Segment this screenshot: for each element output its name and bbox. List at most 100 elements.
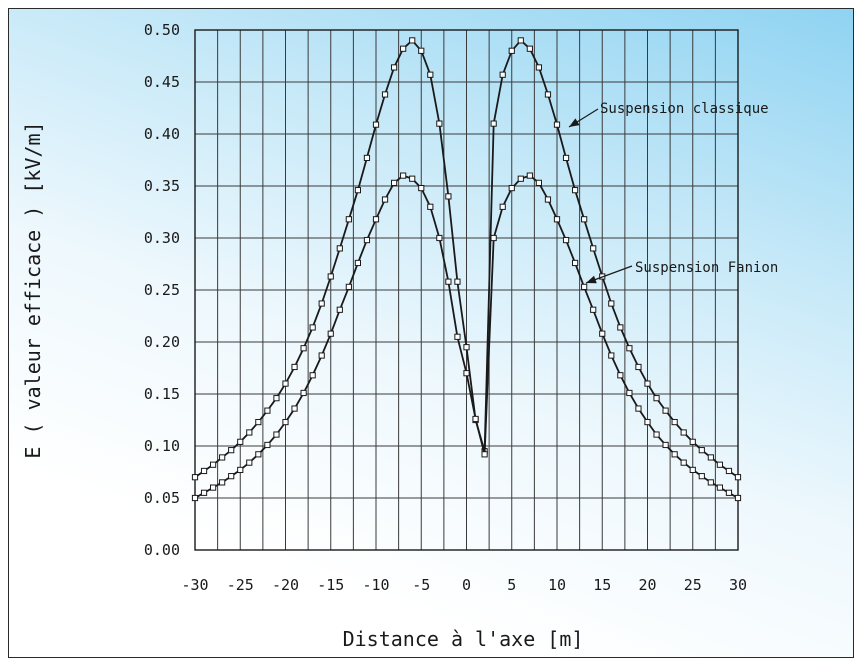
data-point (200, 489, 208, 496)
data-point (544, 196, 552, 203)
data-point (318, 300, 325, 307)
data-point (617, 372, 624, 379)
x-tick-label: 0 (462, 576, 471, 594)
data-point (273, 395, 280, 402)
data-point (463, 370, 470, 377)
data-point (246, 429, 253, 436)
plot-border (194, 29, 739, 551)
series-layer (191, 37, 742, 502)
data-point (210, 461, 217, 468)
data-point (553, 216, 561, 223)
data-point (363, 154, 371, 162)
data-point (191, 494, 199, 502)
data-point (635, 405, 642, 412)
data-point (445, 193, 452, 200)
y-tick-label: 0.10 (144, 437, 180, 455)
x-tick-label: -20 (272, 576, 299, 594)
data-point (255, 451, 262, 458)
data-point (653, 395, 660, 402)
data-point (572, 187, 579, 194)
data-point (282, 380, 289, 387)
data-point (689, 438, 696, 445)
x-tick-label: 25 (684, 576, 702, 594)
data-point (725, 489, 733, 496)
data-point (255, 418, 262, 426)
data-point (644, 418, 651, 426)
annotation-suspension-classique: Suspension classique (600, 101, 769, 117)
data-point (526, 45, 533, 52)
data-point (418, 184, 425, 192)
data-point (481, 451, 488, 458)
data-point (535, 179, 542, 186)
y-tick-label: 0.25 (144, 281, 180, 299)
data-point (590, 245, 597, 252)
data-point (409, 175, 416, 182)
x-tick-label: 10 (548, 576, 566, 594)
data-point (734, 474, 742, 481)
data-point (264, 441, 271, 449)
data-point (698, 473, 705, 480)
series-suspension-fanion (191, 172, 742, 502)
x-tick-label: 15 (593, 576, 611, 594)
data-point (535, 64, 542, 71)
data-point (191, 474, 199, 481)
y-tick-label: 0.50 (144, 21, 180, 39)
data-point (363, 236, 371, 244)
data-point (572, 259, 579, 267)
x-tick-label: -25 (227, 576, 254, 594)
data-point (282, 418, 289, 426)
y-tick-label: 0.30 (144, 229, 180, 247)
data-point (590, 306, 597, 313)
data-point (562, 154, 570, 162)
data-point (300, 345, 307, 352)
data-point (725, 467, 733, 475)
data-point (707, 454, 714, 461)
data-point (608, 300, 615, 307)
data-point (246, 459, 253, 466)
data-point (707, 479, 714, 486)
data-point (698, 447, 705, 454)
data-point (626, 345, 633, 352)
data-point (662, 441, 669, 449)
data-point (237, 466, 244, 474)
data-point (517, 37, 524, 44)
data-point (454, 333, 461, 340)
annotation-arrowhead-classique (569, 118, 580, 127)
data-point (499, 203, 506, 210)
x-tick-label: 30 (729, 576, 747, 594)
data-point (581, 283, 588, 290)
data-point (418, 47, 425, 54)
data-point (716, 461, 723, 468)
data-point (671, 451, 678, 458)
data-point (526, 172, 533, 179)
y-tick-label: 0.05 (144, 489, 180, 507)
data-point (219, 454, 226, 461)
data-point (391, 64, 398, 71)
data-point (662, 407, 669, 414)
y-tick-label: 0.20 (144, 333, 180, 351)
data-point (291, 405, 298, 412)
data-point (409, 37, 416, 44)
data-point (381, 91, 389, 98)
data-point (689, 466, 696, 474)
series-suspension-classique (191, 37, 742, 481)
data-point (680, 459, 687, 466)
data-point (300, 389, 307, 397)
data-point (237, 438, 244, 445)
y-tick-label: 0.35 (144, 177, 180, 195)
data-point (318, 352, 325, 359)
x-tick-labels: -30 -25 -20 -15 -10 -5 0 5 10 15 20 25 30 (181, 576, 747, 594)
data-point (427, 203, 434, 210)
data-point (599, 330, 606, 337)
y-tick-label: 0.45 (144, 73, 180, 91)
data-point (671, 418, 678, 426)
data-point (381, 196, 389, 203)
data-point (391, 179, 398, 186)
annotation-layer: Suspension classique Suspension Fanion (568, 101, 778, 284)
x-tick-label: -10 (362, 576, 389, 594)
data-point (608, 352, 615, 359)
data-point (635, 363, 642, 371)
data-point (219, 479, 226, 486)
data-point (273, 431, 280, 438)
